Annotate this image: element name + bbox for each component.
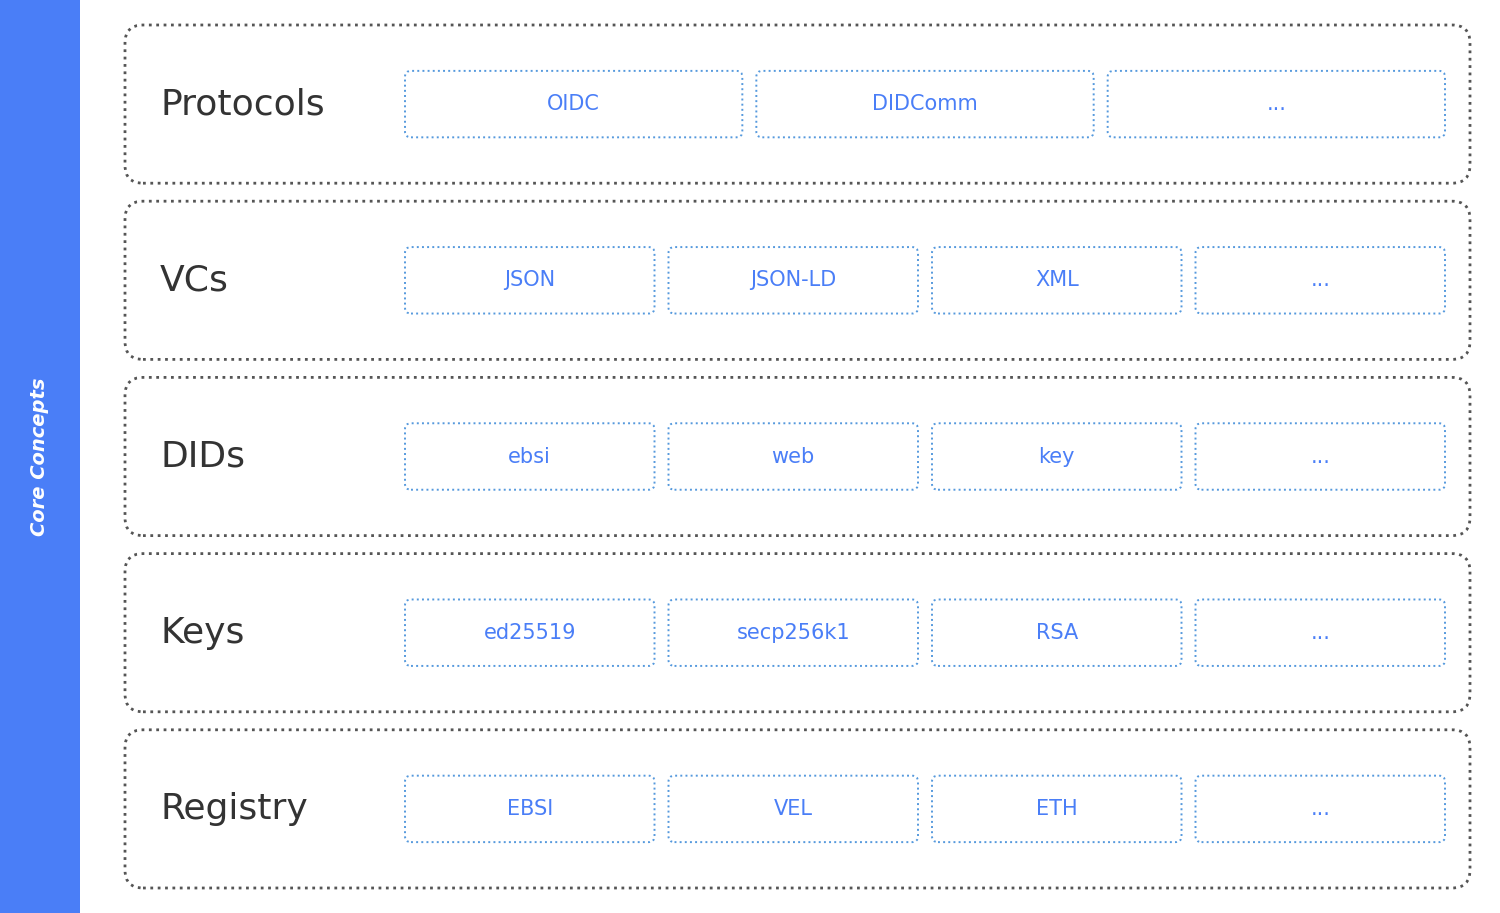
Text: ...: ... [1266,94,1287,114]
Text: Protocols: Protocols [160,87,324,121]
FancyBboxPatch shape [669,600,918,666]
FancyBboxPatch shape [405,247,654,313]
FancyBboxPatch shape [1107,71,1444,137]
Text: OIDC: OIDC [548,94,600,114]
Text: EBSI: EBSI [507,799,554,819]
FancyBboxPatch shape [932,776,1182,842]
Text: Core Concepts: Core Concepts [30,377,50,536]
Text: JSON: JSON [504,270,555,290]
FancyBboxPatch shape [124,25,1470,184]
FancyBboxPatch shape [124,377,1470,536]
Text: ...: ... [1311,446,1330,467]
Bar [0,0,80,913]
Text: VEL: VEL [774,799,813,819]
FancyBboxPatch shape [669,776,918,842]
Text: ...: ... [1311,623,1330,643]
FancyBboxPatch shape [405,424,654,489]
Text: Keys: Keys [160,615,244,650]
FancyBboxPatch shape [1196,424,1444,489]
Text: DIDComm: DIDComm [871,94,978,114]
FancyBboxPatch shape [124,553,1470,712]
Text: XML: XML [1035,270,1078,290]
Text: web: web [771,446,814,467]
Text: ...: ... [1311,270,1330,290]
FancyBboxPatch shape [932,424,1182,489]
FancyBboxPatch shape [405,600,654,666]
FancyBboxPatch shape [756,71,1094,137]
FancyBboxPatch shape [1196,776,1444,842]
FancyBboxPatch shape [669,424,918,489]
Text: ETH: ETH [1036,799,1077,819]
Text: ebsi: ebsi [509,446,550,467]
FancyBboxPatch shape [932,600,1182,666]
FancyBboxPatch shape [405,776,654,842]
Text: JSON-LD: JSON-LD [750,270,837,290]
FancyBboxPatch shape [669,247,918,313]
Text: Registry: Registry [160,792,308,826]
Text: ...: ... [1311,799,1330,819]
FancyBboxPatch shape [124,729,1470,888]
FancyBboxPatch shape [932,247,1182,313]
Text: DIDs: DIDs [160,439,244,474]
Text: RSA: RSA [1035,623,1078,643]
Text: key: key [1038,446,1076,467]
FancyBboxPatch shape [1196,247,1444,313]
Text: ed25519: ed25519 [483,623,576,643]
Text: secp256k1: secp256k1 [736,623,850,643]
Text: VCs: VCs [160,263,230,298]
FancyBboxPatch shape [124,201,1470,360]
FancyBboxPatch shape [1196,600,1444,666]
FancyBboxPatch shape [405,71,742,137]
